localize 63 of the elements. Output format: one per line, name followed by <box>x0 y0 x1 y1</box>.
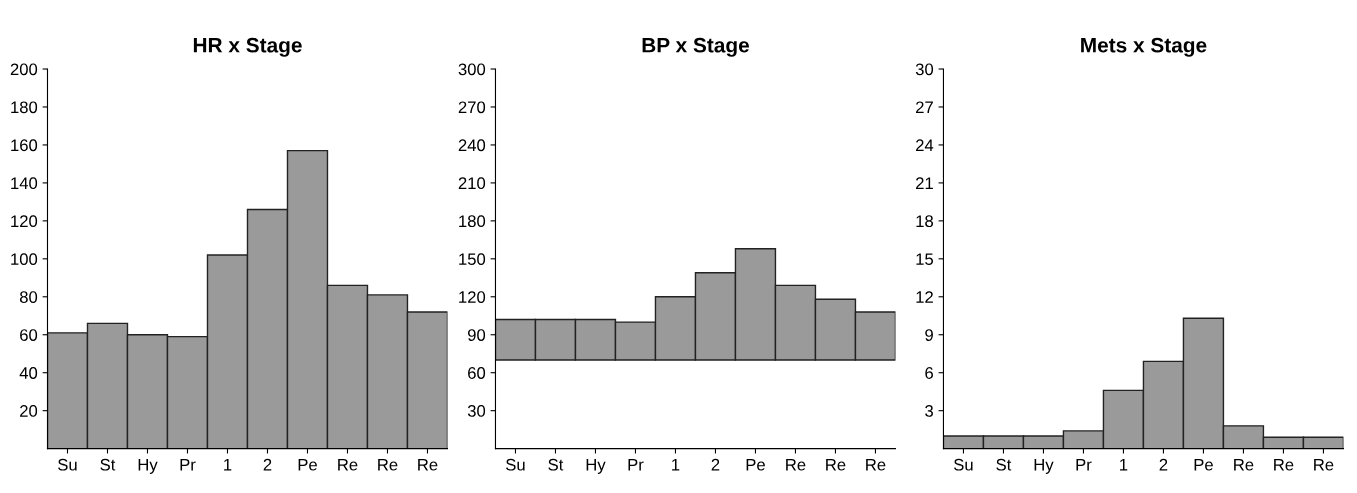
x-tick-label: Re <box>378 458 398 471</box>
x-tick-label: Hy <box>1034 458 1054 474</box>
x-tick-label: Pr <box>180 458 196 471</box>
y-tick-label: 270 <box>458 101 486 114</box>
x-tick-label: Re <box>1274 458 1294 471</box>
y-tick-label: 60 <box>20 329 38 341</box>
y-tick-label: 180 <box>11 101 38 114</box>
x-tick-label: Pe <box>746 458 765 471</box>
x-tick-label: Re <box>866 458 886 471</box>
y-tick-label: 18 <box>916 215 933 228</box>
y-tick-label: 120 <box>459 291 486 303</box>
y-tick-label: 100 <box>11 253 38 266</box>
x-tick-label: Re <box>1234 458 1254 471</box>
y-tick-label: 3 <box>925 405 933 417</box>
x-tick-label: Re <box>338 458 358 471</box>
x-tick-label: 2 <box>1159 458 1168 471</box>
y-tick-label: 40 <box>19 367 38 379</box>
x-tick-label: Hy <box>586 458 606 474</box>
y-tick-label: 300 <box>458 63 486 76</box>
chart-title: HR x Stage <box>193 37 302 57</box>
x-tick-label: Hy <box>138 458 158 474</box>
y-tick-label: 160 <box>11 139 38 152</box>
x-tick-label: 1 <box>672 458 680 471</box>
x-tick-label: Re <box>418 458 438 471</box>
y-tick-label: 30 <box>467 405 486 417</box>
y-tick-label: 140 <box>11 177 38 190</box>
y-tick-label: 90 <box>468 329 486 341</box>
x-tick-label: Su <box>506 458 525 471</box>
y-tick-label: 210 <box>458 177 486 190</box>
y-tick-label: 6 <box>925 367 933 379</box>
x-tick-label: Re <box>786 458 806 471</box>
y-tick-label: 240 <box>458 139 486 152</box>
x-tick-label: 2 <box>263 458 272 471</box>
y-tick-label: 9 <box>925 329 933 341</box>
x-tick-label: St <box>996 458 1012 471</box>
y-tick-label: 80 <box>19 291 38 303</box>
x-tick-label: Su <box>954 458 973 471</box>
y-tick-label: 21 <box>916 177 933 189</box>
y-tick-label: 24 <box>916 139 934 151</box>
x-tick-label: Pe <box>1194 458 1213 471</box>
x-tick-label: 2 <box>711 458 720 471</box>
y-tick-label: 20 <box>20 405 38 417</box>
x-tick-label: Pr <box>628 458 644 471</box>
x-tick-label: St <box>548 458 564 471</box>
y-tick-label: 60 <box>468 367 486 379</box>
x-tick-label: Pr <box>1076 458 1092 471</box>
x-tick-label: Re <box>1314 458 1334 471</box>
y-tick-label: 15 <box>916 253 934 266</box>
y-tick-label: 120 <box>11 215 38 228</box>
chart-title: BP x Stage <box>642 37 749 57</box>
y-tick-label: 12 <box>916 291 933 303</box>
x-tick-label: St <box>100 458 116 471</box>
x-tick-label: Su <box>58 458 77 471</box>
y-tick-label: 30 <box>915 63 934 76</box>
x-tick-label: Re <box>826 458 846 471</box>
y-tick-label: 27 <box>916 101 933 114</box>
x-tick-label: 1 <box>224 458 232 471</box>
y-tick-label: 180 <box>459 215 486 228</box>
chart-title: Mets x Stage <box>1081 37 1207 57</box>
y-tick-label: 200 <box>10 63 38 76</box>
x-tick-label: 1 <box>1120 458 1128 471</box>
y-tick-label: 150 <box>459 253 486 266</box>
x-tick-label: Pe <box>298 458 317 471</box>
